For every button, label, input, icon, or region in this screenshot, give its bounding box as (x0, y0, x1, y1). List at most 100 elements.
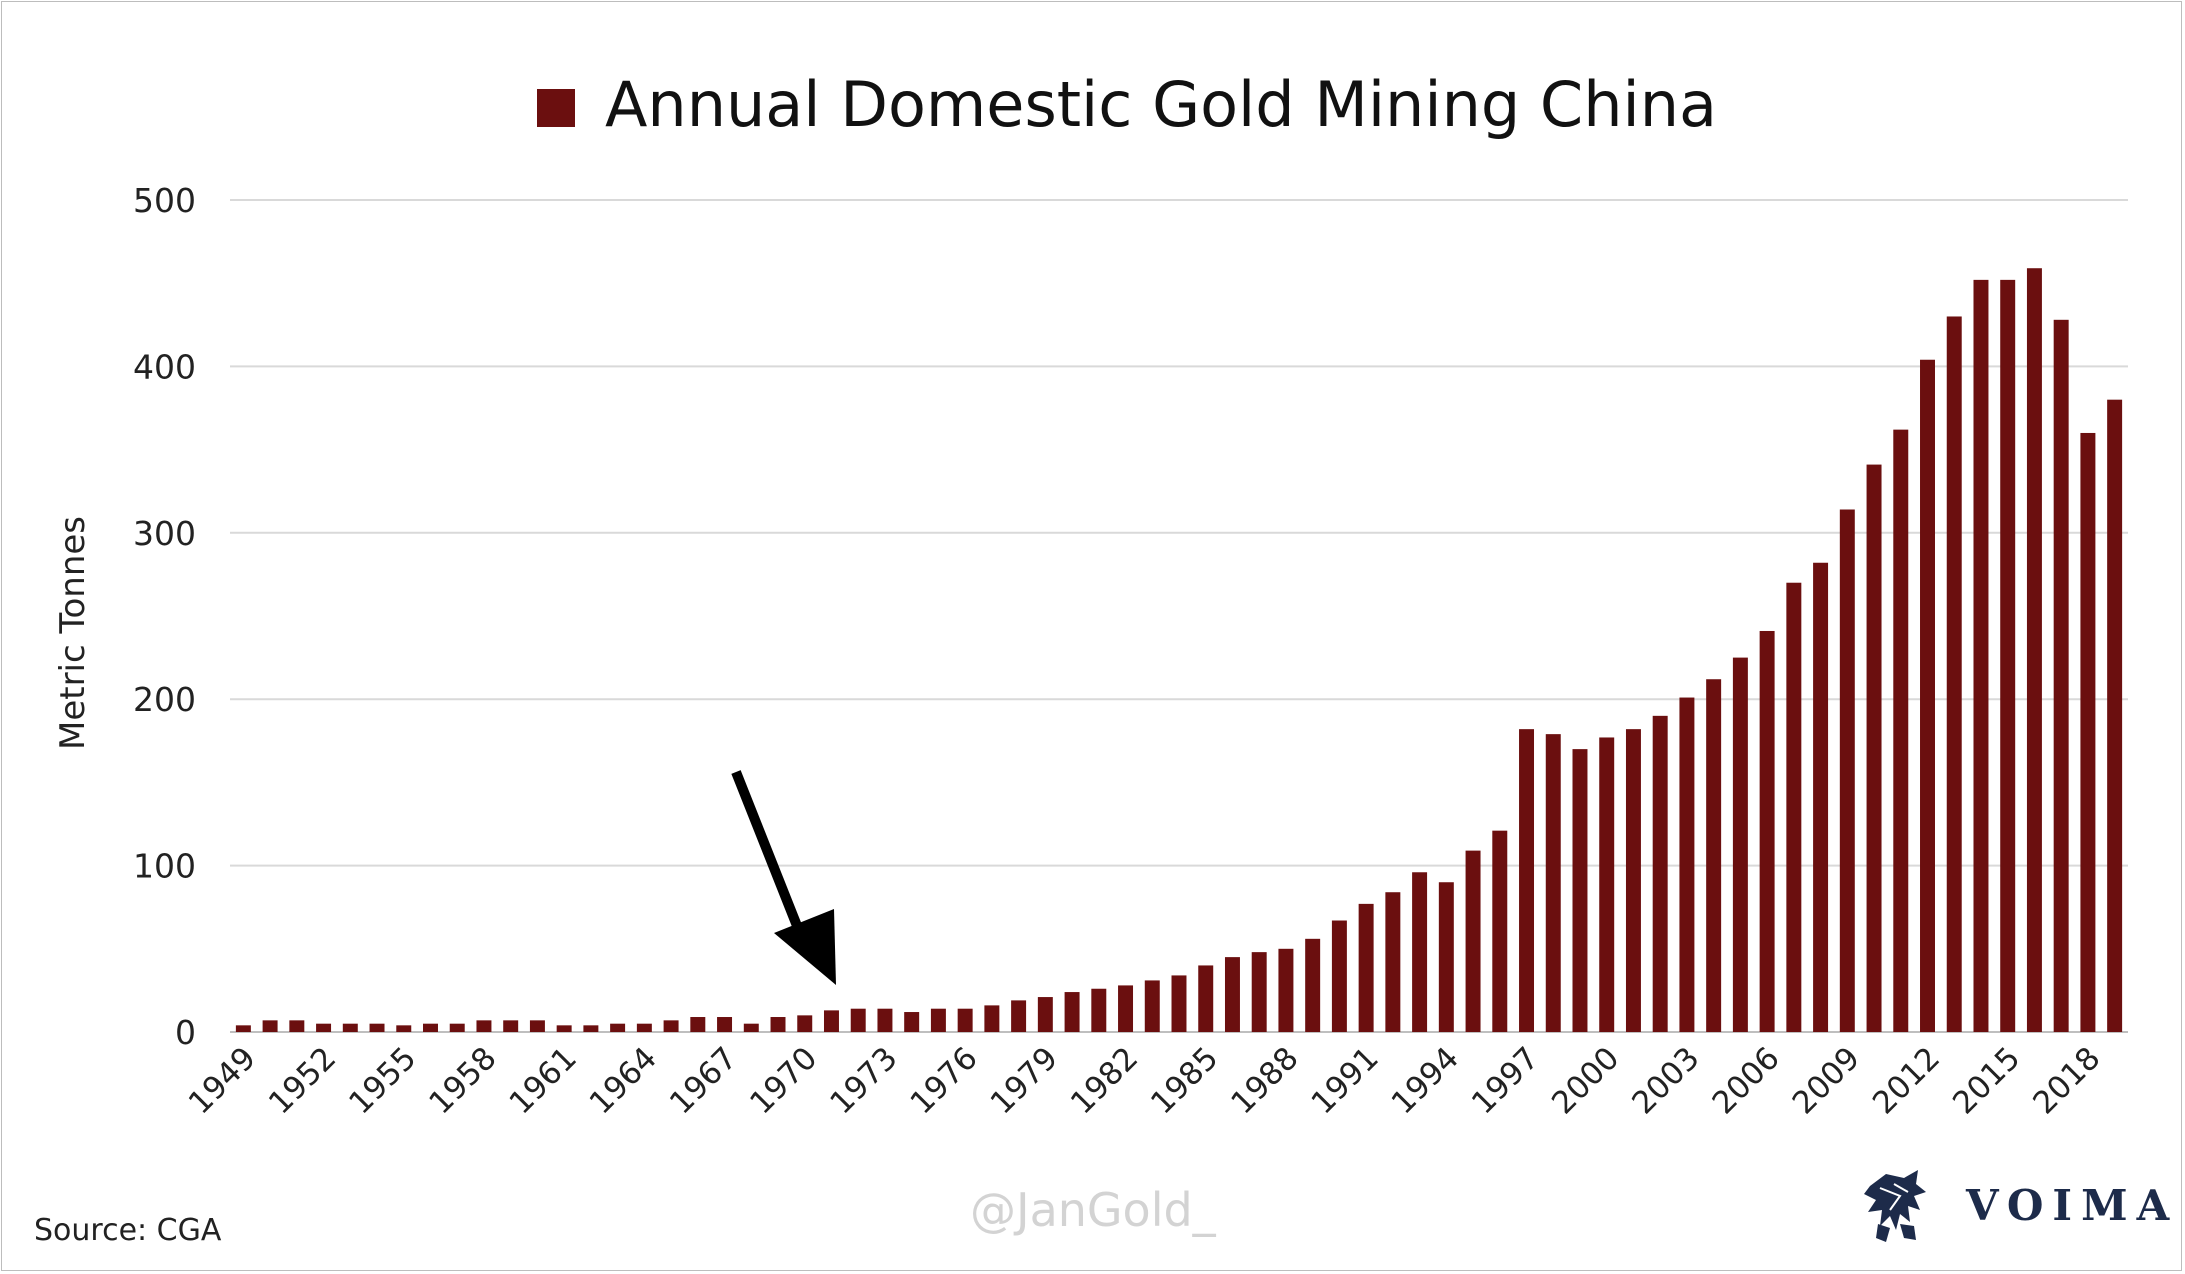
gridlines (230, 199, 2128, 1033)
bar-2012 (1920, 359, 1935, 1032)
y-tick-label: 500 (133, 181, 196, 220)
x-tick-label: 2015 (1946, 1040, 2027, 1121)
bar-1956 (423, 1023, 438, 1032)
x-tick-label: 1997 (1465, 1040, 1546, 1121)
bar-1985 (1198, 965, 1214, 1032)
annotation-arrow (731, 770, 836, 985)
bar-1986 (1224, 957, 1240, 1032)
bar-2000 (1599, 737, 1615, 1032)
bar-2010 (1866, 464, 1882, 1033)
x-tick-label: 1964 (583, 1040, 664, 1121)
x-axis-ticks: 1949195219551958196119641967197019731976… (182, 1040, 2108, 1121)
y-tick-label: 0 (175, 1013, 196, 1052)
bar-1952 (316, 1023, 332, 1032)
x-tick-label: 1973 (823, 1040, 904, 1121)
bar-2005 (1732, 657, 1748, 1032)
x-tick-label: 1994 (1385, 1040, 1466, 1121)
bar-1999 (1572, 749, 1588, 1032)
bar-1954 (369, 1023, 385, 1032)
bar-1981 (1091, 988, 1107, 1032)
y-tick-label: 300 (133, 514, 196, 553)
y-tick-label: 200 (133, 680, 196, 719)
bar-1997 (1519, 729, 1535, 1032)
bar-1994 (1438, 882, 1454, 1032)
bar-1953 (342, 1023, 358, 1032)
bar-1972 (850, 1008, 866, 1032)
bar-1998 (1545, 734, 1561, 1032)
bar-2001 (1625, 729, 1641, 1032)
bar-2014 (1973, 279, 1989, 1032)
brand: VOIMA (1860, 1165, 2178, 1245)
bar-1962 (583, 1025, 599, 1032)
bar-1969 (770, 1017, 786, 1032)
lion-crest-icon (1864, 1170, 1926, 1242)
bar-1990 (1331, 920, 1347, 1032)
bar-1989 (1305, 938, 1321, 1032)
bar-1988 (1278, 948, 1294, 1032)
bar-1979 (1037, 997, 1053, 1032)
bar-1996 (1492, 830, 1508, 1032)
bar-1987 (1251, 952, 1267, 1032)
x-tick-label: 1976 (904, 1040, 985, 1121)
bar-1958 (476, 1020, 492, 1032)
y-tick-label: 100 (133, 847, 196, 886)
y-axis-label: Metric Tonnes (53, 516, 93, 750)
bar-2004 (1706, 679, 1722, 1032)
x-tick-label: 2000 (1545, 1040, 1626, 1121)
brand-name: VOIMA (1966, 1180, 2179, 1230)
bar-1984 (1171, 975, 1187, 1032)
x-tick-label: 2009 (1786, 1040, 1867, 1121)
x-tick-label: 1991 (1305, 1040, 1386, 1121)
x-tick-label: 2012 (1866, 1040, 1947, 1121)
bar-2002 (1652, 715, 1668, 1032)
bar-1951 (289, 1020, 305, 1032)
bar-1955 (396, 1025, 412, 1032)
bar-1957 (449, 1023, 465, 1032)
bar-2008 (1813, 562, 1829, 1032)
x-tick-label: 2003 (1625, 1040, 1706, 1121)
bar-2003 (1679, 697, 1695, 1032)
bar-1982 (1118, 985, 1134, 1032)
bar-1980 (1064, 992, 1080, 1032)
x-tick-label: 2018 (2026, 1040, 2107, 1121)
x-tick-label: 1967 (663, 1040, 744, 1121)
bar-2015 (2000, 279, 2016, 1032)
legend: Annual Domestic Gold Mining China (537, 68, 1717, 141)
bar-1964 (636, 1023, 652, 1032)
bar-1983 (1144, 980, 1160, 1032)
bar-1973 (877, 1008, 893, 1032)
x-tick-label: 1961 (503, 1040, 584, 1121)
x-tick-label: 1988 (1224, 1040, 1305, 1121)
bar-2017 (2053, 319, 2069, 1032)
y-tick-label: 400 (133, 347, 196, 386)
bar-1978 (1011, 1000, 1027, 1032)
bar-1995 (1465, 850, 1481, 1032)
x-tick-label: 1949 (182, 1040, 263, 1121)
x-tick-label: 1970 (743, 1040, 824, 1121)
bar-1965 (663, 1020, 679, 1032)
x-tick-label: 1955 (342, 1040, 423, 1121)
bar-1977 (984, 1005, 1000, 1032)
x-tick-label: 1979 (984, 1040, 1065, 1121)
bar-1961 (556, 1025, 572, 1032)
bar-2016 (2026, 268, 2042, 1033)
bar-1975 (930, 1008, 946, 1032)
bar-1976 (957, 1008, 973, 1032)
bar-1971 (823, 1010, 839, 1032)
bar-1967 (717, 1017, 733, 1032)
bar-2011 (1893, 429, 1909, 1032)
legend-swatch (537, 89, 575, 127)
bar-1992 (1385, 892, 1401, 1032)
bar-1963 (610, 1023, 626, 1032)
bar-1991 (1358, 903, 1374, 1032)
x-tick-label: 1958 (422, 1040, 503, 1121)
bar-1950 (262, 1020, 278, 1032)
bar-1966 (690, 1017, 706, 1032)
bar-2018 (2080, 432, 2096, 1033)
bar-2007 (1786, 582, 1802, 1032)
bar-1970 (797, 1015, 813, 1032)
y-axis-ticks: 0 100 200 300 400 500 (133, 181, 196, 1052)
x-tick-label: 2006 (1706, 1040, 1787, 1121)
